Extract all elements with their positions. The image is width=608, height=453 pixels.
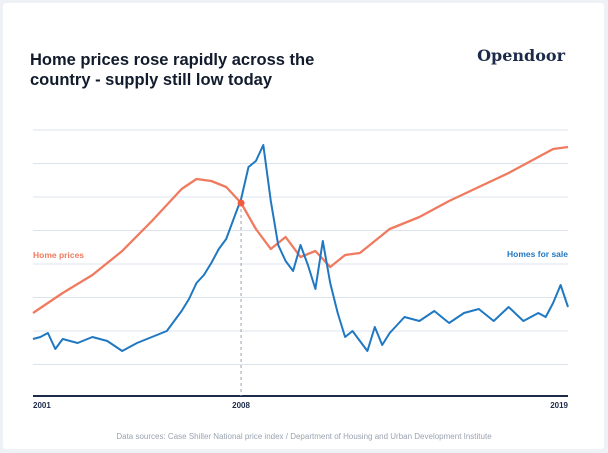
highlight-point: [237, 199, 245, 207]
series-homes-for-sale-line: [32, 144, 569, 352]
chart-title: Home prices rose rapidly across the coun…: [30, 51, 315, 89]
series-home-prices-line: [32, 145, 569, 314]
legend-homes-for-sale: Homes for sale: [507, 249, 568, 259]
x-tick-label: 2001: [33, 401, 51, 410]
chart-card: [3, 3, 604, 449]
source-note: Data sources: Case Shiller National pric…: [116, 432, 492, 441]
legend-home-prices: Home prices: [33, 250, 84, 260]
x-tick-label: 2008: [232, 401, 250, 410]
brand-logo: Opendoor: [477, 46, 565, 65]
x-tick-label: 2019: [550, 401, 568, 410]
